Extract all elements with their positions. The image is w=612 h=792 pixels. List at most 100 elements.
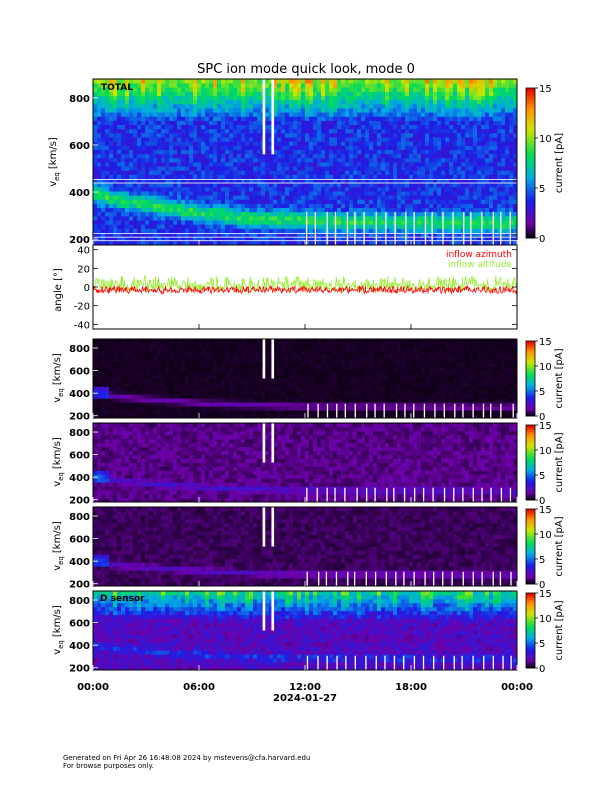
spectrogram-cell — [113, 390, 118, 395]
spectrogram-cell — [413, 145, 418, 150]
spectrogram-cell — [297, 220, 302, 225]
spectrogram-cell — [413, 128, 418, 134]
spectrogram-cell — [225, 120, 230, 126]
spectrogram-cell — [309, 112, 314, 117]
spectrogram-cell — [145, 215, 150, 221]
spectrogram-cell — [445, 157, 450, 163]
spectrogram-cell — [125, 414, 130, 419]
spectrogram-cell — [321, 153, 326, 159]
spectrogram-cell — [449, 137, 454, 142]
spectrogram-cell — [377, 128, 382, 134]
spectrogram-cell — [309, 162, 314, 167]
spectrogram-cell — [381, 137, 386, 142]
spectrogram-cell — [265, 79, 270, 84]
spectrogram-cell — [461, 166, 466, 171]
spectrogram-cell — [497, 149, 502, 155]
spectrogram-cell — [213, 186, 218, 192]
spectrogram-cell — [193, 394, 198, 399]
spectrogram-cell — [169, 410, 174, 415]
spectrogram-cell — [97, 153, 102, 159]
spectrogram-cell — [205, 153, 210, 159]
spectrogram-cell — [105, 178, 110, 184]
spectrogram-cell — [269, 141, 274, 146]
spectrogram-cell — [389, 203, 394, 209]
spectrogram-cell — [397, 108, 402, 113]
spectrogram-cell — [313, 157, 318, 163]
spectrogram-cell — [185, 366, 190, 371]
spectrogram-cell — [305, 79, 310, 84]
spectrogram-cell — [381, 191, 386, 196]
spectrogram-cell — [137, 178, 142, 184]
spectrogram-cell — [437, 87, 442, 92]
spectrogram-cell — [405, 162, 410, 167]
spectrogram-cell — [509, 232, 514, 238]
spectrogram-cell — [133, 153, 138, 159]
spectrogram-cell — [389, 145, 394, 150]
spectrogram-cell — [101, 95, 106, 101]
spectrogram-cell — [341, 120, 346, 126]
spectrogram-cell — [185, 382, 190, 387]
spectrogram-cell — [193, 132, 198, 138]
spectrogram-cell — [493, 87, 498, 92]
spectrogram-cell — [125, 240, 130, 246]
spectrogram-cell — [381, 95, 386, 101]
spectrogram-cell — [421, 174, 426, 179]
spectrogram-cell — [157, 124, 162, 130]
spectrogram-cell — [361, 199, 366, 204]
spectrogram-cell — [213, 220, 218, 225]
spectrogram-cell — [341, 79, 346, 84]
spectrogram-cell — [273, 108, 278, 113]
spectrogram-cell — [365, 137, 370, 142]
spectrogram-cell — [133, 346, 138, 352]
spectrogram-cell — [449, 128, 454, 134]
spectrogram-cell — [97, 182, 102, 188]
spectrogram-cell — [233, 174, 238, 179]
spectrogram-cell — [441, 182, 446, 188]
spectrogram-cell — [229, 87, 234, 92]
spectrogram-cell — [513, 153, 518, 159]
spectrogram-cell — [493, 186, 498, 192]
spectrogram-cell — [437, 108, 442, 113]
spectrogram-cell — [105, 215, 110, 221]
spectrogram-cell — [141, 382, 146, 387]
spectrogram-cell — [381, 224, 386, 229]
spectrogram-cell — [141, 374, 146, 379]
spectrogram-cell — [229, 120, 234, 126]
spectrogram-cell — [209, 339, 214, 344]
spectrogram-cell — [277, 103, 282, 109]
spectrogram-cell — [329, 203, 334, 209]
spectrogram-cell — [157, 157, 162, 163]
spectrogram-cell — [261, 199, 266, 204]
spectrogram-cell — [253, 128, 258, 134]
spectrogram-cell — [113, 137, 118, 142]
spectrogram-cell — [145, 124, 150, 130]
spectrogram-cell — [205, 224, 210, 229]
spectrogram-cell — [253, 199, 258, 204]
spectrogram-cell — [173, 207, 178, 213]
spectrogram-cell — [265, 149, 270, 155]
spectrogram-cell — [245, 203, 250, 209]
spectrogram-cell — [221, 145, 226, 150]
spectrogram-cell — [373, 120, 378, 126]
spectrogram-cell — [129, 240, 134, 246]
spectrogram-cell — [213, 342, 218, 348]
spectrogram-cell — [269, 108, 274, 113]
spectrogram-cell — [229, 149, 234, 155]
spectrogram-cell — [193, 103, 198, 109]
spectrogram-cell — [197, 87, 202, 92]
spectrogram-cell — [137, 83, 142, 88]
spectrogram-cell — [469, 83, 474, 88]
spectrogram-cell — [253, 87, 258, 92]
spectrogram-cell — [269, 166, 274, 171]
spectrogram-cell — [197, 382, 202, 387]
spectrogram-cell — [101, 149, 106, 155]
spectrogram-cell — [497, 236, 502, 242]
spectrogram-cell — [269, 157, 274, 163]
spectrogram-cell — [181, 157, 186, 163]
spectrogram-cell — [109, 378, 114, 383]
spectrogram-cell — [405, 124, 410, 130]
spectrogram-cell — [117, 220, 122, 225]
spectrogram-cell — [117, 240, 122, 246]
spectrogram-cell — [281, 232, 286, 238]
spectrogram-cell — [201, 410, 206, 415]
